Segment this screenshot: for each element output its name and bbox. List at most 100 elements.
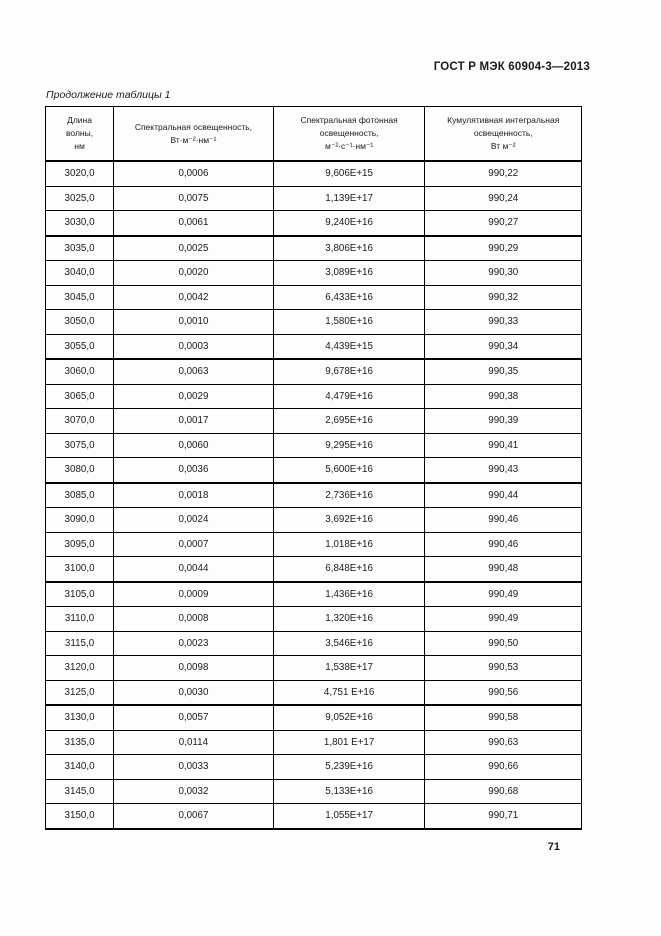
- table-cell: 990,48: [424, 556, 582, 583]
- table-row: 3055,0 0,0003 4,439E+15 990,34: [44, 333, 582, 360]
- table-cell: 3,692E+16: [272, 507, 426, 533]
- table-cell: 3140,0: [44, 754, 115, 780]
- table-cell: 0,0029: [113, 383, 274, 409]
- table-cell: 990,53: [424, 655, 582, 681]
- table-cell: 0,0067: [113, 803, 274, 829]
- table-cell: 0,0061: [113, 210, 274, 237]
- table-row: 3125,0 0,0030 4,751 E+16 990,56: [44, 679, 582, 706]
- table-cell: 0,0057: [113, 704, 274, 731]
- table-row: 3145,0 0,0032 5,133E+16 990,68: [44, 778, 582, 804]
- table-cell: 0,0114: [113, 729, 274, 755]
- table-cell: 6,433E+16: [272, 284, 426, 310]
- table-row: 3040,0 0,0020 3,089E+16 990,30: [44, 260, 582, 286]
- table-cell: 3055,0: [44, 333, 115, 360]
- table-cell: 990,33: [424, 309, 582, 335]
- table-row: 3080,0 0,0036 5,600E+16 990,43: [44, 457, 582, 484]
- table-cell: 3,546E+16: [272, 630, 426, 656]
- table-cell: 990,29: [424, 235, 582, 261]
- table-cell: 990,35: [424, 358, 582, 385]
- table-cell: 990,27: [424, 210, 582, 237]
- table-cell: 0,0017: [113, 408, 274, 434]
- table-row: 3095,0 0,0007 1,018E+16 990,46: [44, 531, 582, 557]
- spectral-irradiance-table: Длина волны, нм Спектральная освещенность, В…: [44, 106, 582, 830]
- table-cell: 0,0018: [113, 482, 274, 508]
- table-cell: 4,439E+15: [272, 333, 426, 360]
- table-cell: 990,58: [424, 704, 582, 731]
- table-cell: 9,052E+16: [272, 704, 426, 731]
- table-row: 3025,0 0,0075 1,139E+17 990,24: [44, 185, 582, 211]
- table-row: 3085,0 0,0018 2,736E+16 990,44: [44, 482, 582, 508]
- table-cell: 3080,0: [44, 457, 115, 484]
- table-cell: 3150,0: [44, 803, 115, 829]
- table-row: 3135,0 0,0114 1,801 E+17 990,63: [44, 729, 582, 755]
- table-cell: 3,806E+16: [272, 235, 426, 261]
- table-cell: 990,46: [424, 531, 582, 557]
- table-cell: 9,295E+16: [272, 432, 426, 458]
- table-cell: 9,240E+16: [272, 210, 426, 237]
- table-cell: 0,0042: [113, 284, 274, 310]
- table-header-row: Длина волны, нм Спектральная освещенность, В…: [44, 106, 582, 162]
- table-cell: 990,24: [424, 185, 582, 211]
- table-cell: 6,848E+16: [272, 556, 426, 583]
- column-header-spectral-photon-irradiance: Спектральная фотонная освещенность, м⁻²·с⁻…: [272, 106, 426, 162]
- table-cell: 990,46: [424, 507, 582, 533]
- table-row: 3110,0 0,0008 1,320E+16 990,49: [44, 606, 582, 632]
- table-row: 3065,0 0,0029 4,479E+16 990,38: [44, 383, 582, 409]
- table-row: 3030,0 0,0061 9,240E+16 990,27: [44, 210, 582, 237]
- table-cell: 3130,0: [44, 704, 115, 731]
- table-cell: 0,0023: [113, 630, 274, 656]
- table-cell: 0,0098: [113, 655, 274, 681]
- table-cell: 0,0063: [113, 358, 274, 385]
- table-cell: 3135,0: [44, 729, 115, 755]
- table-cell: 990,43: [424, 457, 582, 484]
- table-cell: 0,0020: [113, 260, 274, 286]
- table-cell: 990,68: [424, 778, 582, 804]
- table-cell: 3040,0: [44, 260, 115, 286]
- table-cell: 990,49: [424, 581, 582, 607]
- table-cell: 3120,0: [44, 655, 115, 681]
- column-header-wavelength: Длина волны, нм: [44, 106, 115, 162]
- table-cell: 990,34: [424, 333, 582, 360]
- table-cell: 3075,0: [44, 432, 115, 458]
- table-cell: 990,38: [424, 383, 582, 409]
- table-row: 3075,0 0,0060 9,295E+16 990,41: [44, 432, 582, 458]
- table-cell: 0,0032: [113, 778, 274, 804]
- table-cell: 0,0003: [113, 333, 274, 360]
- table-cell: 0,0008: [113, 606, 274, 632]
- table-cell: 1,801 E+17: [272, 729, 426, 755]
- table-cell: 0,0024: [113, 507, 274, 533]
- table-cell: 1,436E+16: [272, 581, 426, 607]
- table-cell: 3,089E+16: [272, 260, 426, 286]
- table-cell: 0,0060: [113, 432, 274, 458]
- table-row: 3060,0 0,0063 9,678E+16 990,35: [44, 358, 582, 385]
- table-row: 3050,0 0,0010 1,580E+16 990,33: [44, 309, 582, 335]
- table-row: 3140,0 0,0033 5,239E+16 990,66: [44, 754, 582, 780]
- table-cell: 3100,0: [44, 556, 115, 583]
- table-caption: Продолжение таблицы 1: [46, 89, 171, 101]
- table-cell: 0,0030: [113, 679, 274, 706]
- table-cell: 1,320E+16: [272, 606, 426, 632]
- table-cell: 990,22: [424, 160, 582, 187]
- column-header-cumulative-integral-irradiance: Кумулятивная интегральная освещенность, Вт…: [424, 106, 582, 162]
- table-cell: 0,0025: [113, 235, 274, 261]
- table-cell: 3145,0: [44, 778, 115, 804]
- table-cell: 2,695E+16: [272, 408, 426, 434]
- table-cell: 5,600E+16: [272, 457, 426, 484]
- table-cell: 3060,0: [44, 358, 115, 385]
- table-cell: 3110,0: [44, 606, 115, 632]
- table-cell: 3085,0: [44, 482, 115, 508]
- table-cell: 990,32: [424, 284, 582, 310]
- table-cell: 990,41: [424, 432, 582, 458]
- table-cell: 3095,0: [44, 531, 115, 557]
- table-cell: 3045,0: [44, 284, 115, 310]
- table-cell: 0,0036: [113, 457, 274, 484]
- table-cell: 1,139E+17: [272, 185, 426, 211]
- table-row: 3150,0 0,0067 1,055E+17 990,71: [44, 803, 582, 829]
- table-cell: 3025,0: [44, 185, 115, 211]
- table-cell: 990,63: [424, 729, 582, 755]
- table-cell: 9,606E+15: [272, 160, 426, 187]
- table-cell: 4,479E+16: [272, 383, 426, 409]
- doc-header-title: ГОСТ Р МЭК 60904-3—2013: [433, 61, 590, 73]
- table-cell: 0,0010: [113, 309, 274, 335]
